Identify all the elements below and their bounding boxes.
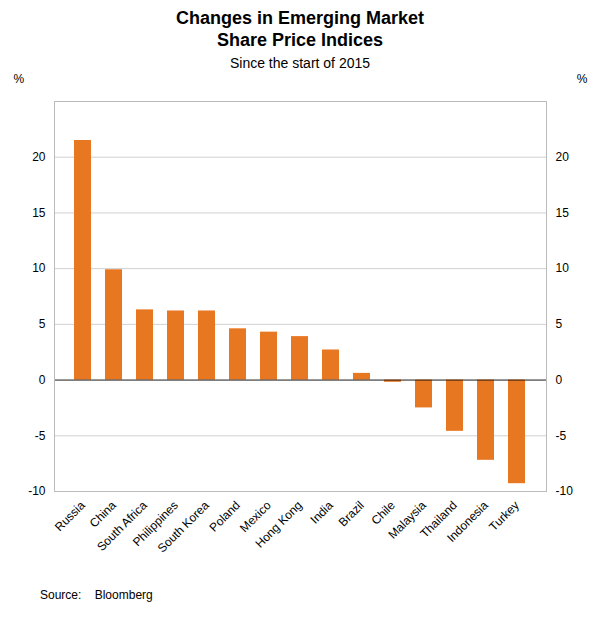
svg-text:Thailand: Thailand xyxy=(417,498,460,541)
svg-text:Malaysia: Malaysia xyxy=(385,498,429,542)
svg-text:Russia: Russia xyxy=(52,498,88,534)
svg-text:%: % xyxy=(14,72,25,86)
svg-text:-5: -5 xyxy=(35,429,46,443)
svg-text:10: 10 xyxy=(32,262,46,276)
svg-text:China: China xyxy=(86,498,119,531)
svg-text:0: 0 xyxy=(39,373,46,387)
svg-text:Mexico: Mexico xyxy=(237,498,274,536)
svg-text:Turkey: Turkey xyxy=(486,498,522,534)
svg-text:%: % xyxy=(577,72,588,86)
svg-text:Philippines: Philippines xyxy=(129,498,181,550)
svg-text:Indonesia: Indonesia xyxy=(444,498,491,545)
svg-text:10: 10 xyxy=(556,262,570,276)
svg-text:5: 5 xyxy=(556,317,563,331)
html-text:Share Price Indices: Share Price Indices xyxy=(217,29,383,50)
svg-text:South Africa: South Africa xyxy=(94,498,150,555)
svg-text:Brazil: Brazil xyxy=(336,498,367,529)
svg-text:Hong Kong: Hong Kong xyxy=(252,498,304,550)
svg-text:India: India xyxy=(308,498,337,527)
svg-text:-10: -10 xyxy=(556,485,574,499)
svg-text:South Korea: South Korea xyxy=(155,498,212,555)
html-text:Changes in Emerging Market: Changes in Emerging Market xyxy=(176,8,424,28)
svg-text:15: 15 xyxy=(32,206,46,220)
svg-text:5: 5 xyxy=(39,317,46,331)
svg-text:Chile: Chile xyxy=(368,498,398,528)
html-text:Source: Bloomberg: Source: Bloomberg xyxy=(40,588,153,603)
svg-text:Poland: Poland xyxy=(207,498,243,534)
svg-text:0: 0 xyxy=(556,373,563,387)
svg-text:15: 15 xyxy=(556,206,570,220)
svg-text:20: 20 xyxy=(556,150,570,164)
svg-text:-5: -5 xyxy=(556,429,567,443)
svg-text:20: 20 xyxy=(32,150,46,164)
svg-text:-10: -10 xyxy=(28,485,46,499)
html-text:Since the start of 2015: Since the start of 2015 xyxy=(230,55,370,72)
